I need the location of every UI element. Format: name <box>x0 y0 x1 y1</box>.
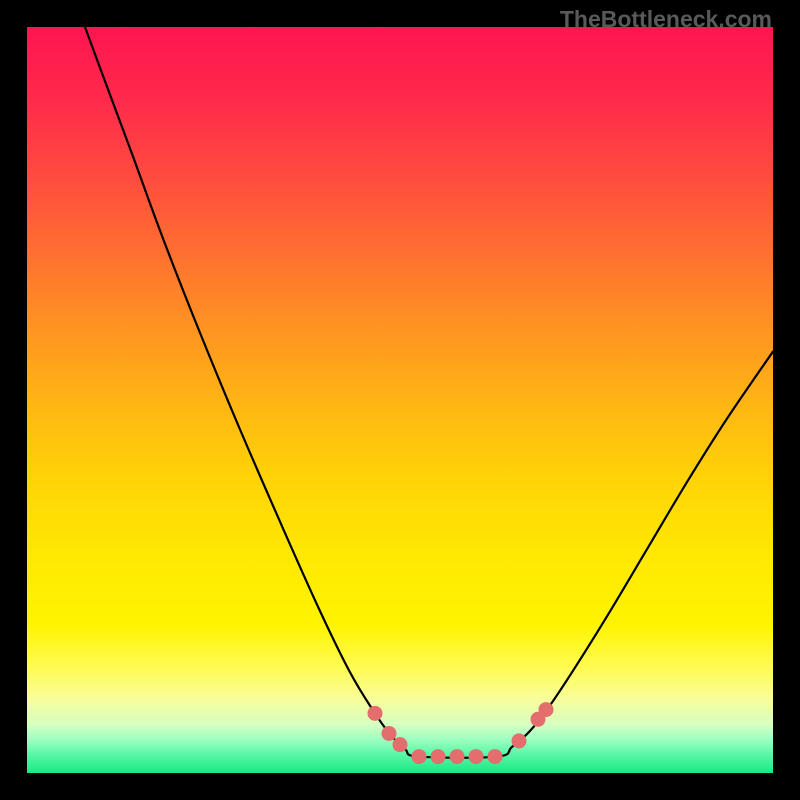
curve-marker <box>382 726 397 741</box>
chart-svg <box>27 27 773 773</box>
watermark-text: TheBottleneck.com <box>560 6 772 33</box>
bottleneck-curve <box>85 27 773 758</box>
curve-marker <box>488 749 503 764</box>
curve-marker <box>512 733 527 748</box>
curve-marker <box>412 749 427 764</box>
curve-marker <box>450 749 465 764</box>
curve-marker <box>393 737 408 752</box>
curve-marker <box>431 749 446 764</box>
curve-marker <box>469 749 484 764</box>
curve-marker <box>539 702 554 717</box>
curve-marker <box>368 706 383 721</box>
bottleneck-chart <box>27 27 773 773</box>
